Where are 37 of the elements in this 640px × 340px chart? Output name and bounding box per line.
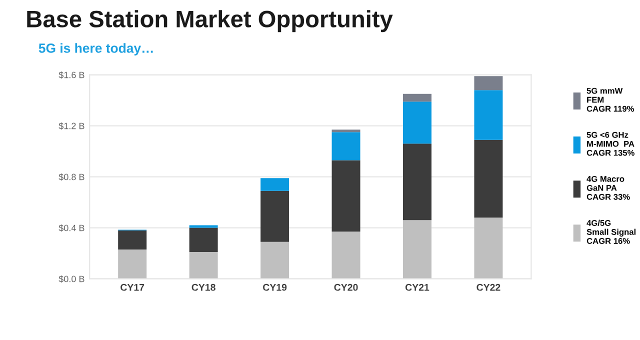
x-tick-label: CY18 <box>192 284 216 291</box>
bar <box>189 228 218 252</box>
x-tick-label: CY21 <box>405 284 430 291</box>
bar <box>332 130 360 132</box>
bar <box>402 102 432 144</box>
y-tick-label: $0.8 B <box>58 173 84 181</box>
bar <box>332 232 360 279</box>
y-tick-label: $0.0 B <box>58 275 84 283</box>
x-tick-label: CY19 <box>263 284 287 291</box>
y-tick-label: $1.6 B <box>58 71 84 79</box>
y-tick-label: $1.2 B <box>58 122 84 130</box>
legend-label: 5G mmW FEM CAGR 119% <box>586 88 634 112</box>
bar <box>332 132 360 160</box>
legend-label: 4G/5G Small Signal CAGR 16% <box>586 220 636 244</box>
bar <box>332 160 360 232</box>
bar <box>402 94 432 102</box>
bar <box>189 252 218 279</box>
x-tick-label: CY22 <box>476 284 500 291</box>
bar <box>260 190 290 242</box>
bar <box>260 178 290 191</box>
bar <box>474 140 503 218</box>
bar <box>474 218 503 279</box>
bar <box>402 220 432 279</box>
legend-label: 4G Macro GaN PA CAGR 33% <box>586 176 630 200</box>
bar <box>402 144 432 220</box>
bar <box>474 76 503 90</box>
bar <box>189 225 218 228</box>
legend-label: 5G <6 GHz M-MIMO PA CAGR 135% <box>586 132 634 156</box>
x-tick-label: CY20 <box>334 284 358 291</box>
bar <box>260 242 290 279</box>
bar <box>474 90 503 140</box>
bar <box>118 249 147 279</box>
y-tick-label: $0.4 B <box>58 224 84 232</box>
chart-subtitle: 5G is here today… <box>38 43 153 56</box>
chart-title: Base Station Market Opportunity <box>27 10 393 32</box>
x-tick-label: CY17 <box>120 284 144 291</box>
bar <box>118 230 147 250</box>
